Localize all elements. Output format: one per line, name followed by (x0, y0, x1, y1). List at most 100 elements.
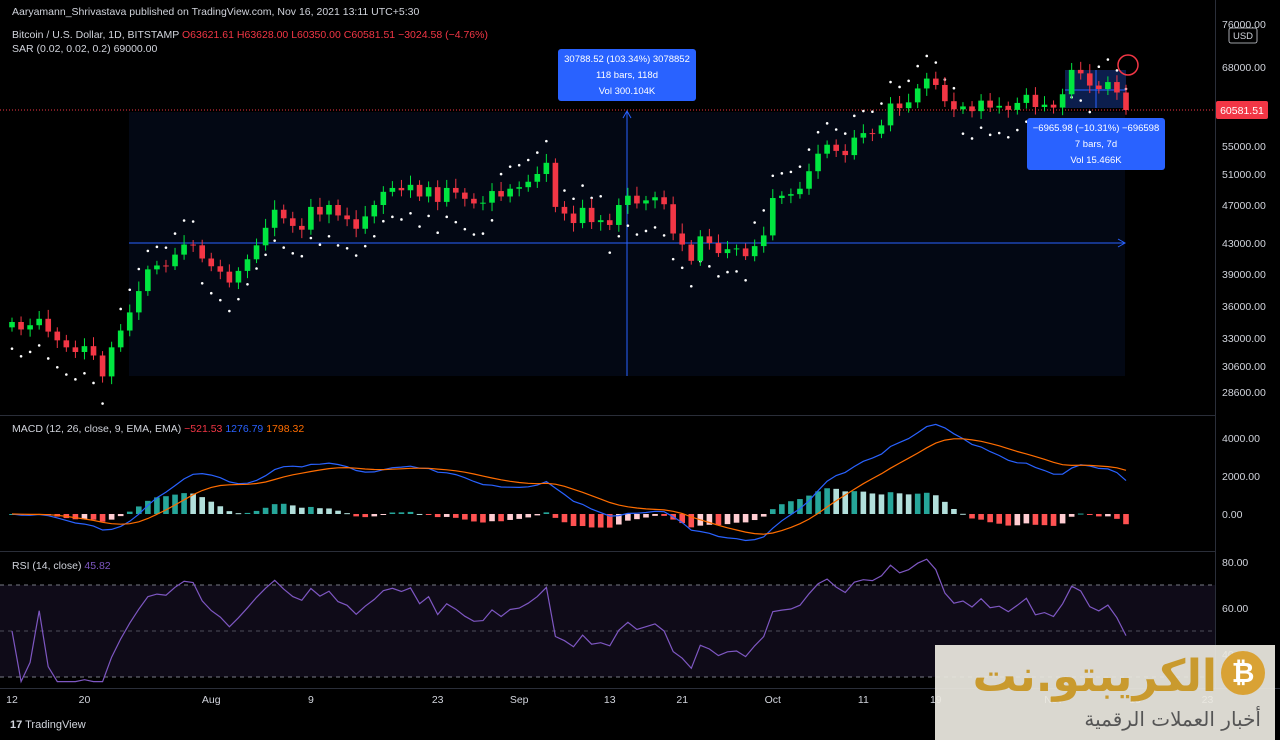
macd-hist-bar (1077, 513, 1084, 515)
sar-dot (608, 251, 612, 254)
macd-hist-bar (1023, 514, 1030, 524)
macd-hist-bar (154, 497, 160, 514)
macd-hist-bar (507, 514, 513, 520)
sar-dot (83, 371, 86, 375)
macd-hist-bar (634, 514, 640, 520)
sar-dot (191, 220, 195, 223)
candle (932, 71, 939, 90)
macd-hist-bar (407, 511, 414, 514)
candle (597, 215, 604, 231)
macd-tick: 0.00 (1222, 509, 1243, 521)
sar-dot (354, 254, 358, 257)
sar-dot (264, 253, 267, 257)
macd-hist-bar (371, 514, 378, 517)
candle (480, 196, 486, 211)
sar-dot (499, 172, 503, 176)
candle (380, 186, 387, 214)
sar-dot (445, 215, 449, 219)
candle (1005, 101, 1012, 118)
candle (235, 267, 242, 290)
candle (18, 316, 24, 336)
candle (117, 324, 124, 352)
macd-hist-bar (380, 514, 387, 515)
candle (806, 163, 812, 195)
sar-dot (599, 194, 602, 198)
macd-hist-bar (289, 505, 296, 514)
tradingview-logo[interactable]: 17 TradingView (10, 719, 86, 731)
macd-hist-bar (1086, 514, 1093, 515)
macd-hist-bar (588, 514, 595, 528)
sar-dot (744, 279, 747, 282)
tv-brand: TradingView (25, 719, 86, 731)
macd-hist-bar (99, 514, 106, 522)
watermark-subtitle: أخبار العملات الرقمية (1084, 707, 1261, 731)
sar-dot (680, 266, 684, 270)
highlight-circle[interactable] (1117, 54, 1139, 76)
macd-hist-bar (253, 510, 260, 514)
measure-box-down[interactable] (1027, 118, 1165, 170)
candle (262, 218, 269, 251)
candle (1123, 84, 1129, 115)
macd-hist-bar (1005, 514, 1012, 526)
sar-dot (372, 234, 376, 238)
macd-hist-bar (923, 492, 930, 514)
sar-dot (273, 239, 276, 242)
candle (226, 264, 233, 288)
candle (860, 124, 867, 144)
sar-dot (798, 165, 802, 168)
sar-dot (871, 110, 874, 114)
macd-hist-bar (661, 514, 667, 516)
candle (815, 144, 821, 179)
macd-hist-bar (317, 508, 323, 514)
macd-hist-bar (235, 513, 242, 515)
macd-hist-bar (779, 504, 785, 514)
price-tick: 28600.00 (1222, 387, 1266, 399)
candle (869, 128, 876, 142)
macd-hist-bar (534, 514, 541, 516)
candle (1014, 97, 1021, 115)
sar-dot (626, 224, 630, 227)
macd-hist-bar (643, 514, 649, 518)
ohlc-close: C60581.51 (343, 29, 396, 41)
macd-hist-bar (815, 491, 821, 514)
macd-hist-bar (760, 514, 767, 517)
sar-dot (771, 174, 775, 178)
macd-hist-bar (208, 501, 215, 514)
candle (742, 243, 749, 261)
sar-dot (1079, 99, 1083, 102)
sar-dot (852, 114, 856, 118)
sar-dot (581, 184, 584, 187)
rsi-legend: RSI (14, close) 45.82 (12, 560, 111, 572)
candle (335, 199, 341, 221)
sar-dot (526, 158, 530, 162)
sar-dot (536, 151, 539, 154)
time-tick: 13 (604, 694, 616, 706)
macd-hist-bar (425, 514, 432, 515)
macd-hist-bar (452, 514, 459, 518)
sar-dot (10, 347, 14, 350)
macd-hist-bar (416, 513, 423, 515)
measure-up-line2: 118 bars, 118d (596, 70, 658, 81)
candle (172, 247, 178, 270)
macd-hist-bar (344, 513, 350, 515)
candle (135, 281, 142, 320)
sar-dot (862, 109, 865, 113)
candle (769, 189, 776, 241)
sar-dot (128, 288, 132, 292)
time-tick: 21 (676, 694, 688, 706)
price-tick: 30600.00 (1222, 361, 1266, 373)
macd-hist-bar (570, 514, 577, 527)
measure-box-up[interactable] (558, 49, 696, 101)
candle (344, 207, 350, 227)
macd-hist-bar (90, 514, 97, 520)
candle (27, 318, 33, 337)
macd-hist-bar (978, 514, 984, 520)
sar-dot (28, 350, 32, 354)
candle (407, 175, 414, 198)
sar-dot (753, 221, 756, 224)
macd-hist-bar (117, 514, 124, 517)
candle (960, 102, 966, 114)
macd-hist-bar (688, 514, 695, 528)
candle (951, 92, 957, 118)
